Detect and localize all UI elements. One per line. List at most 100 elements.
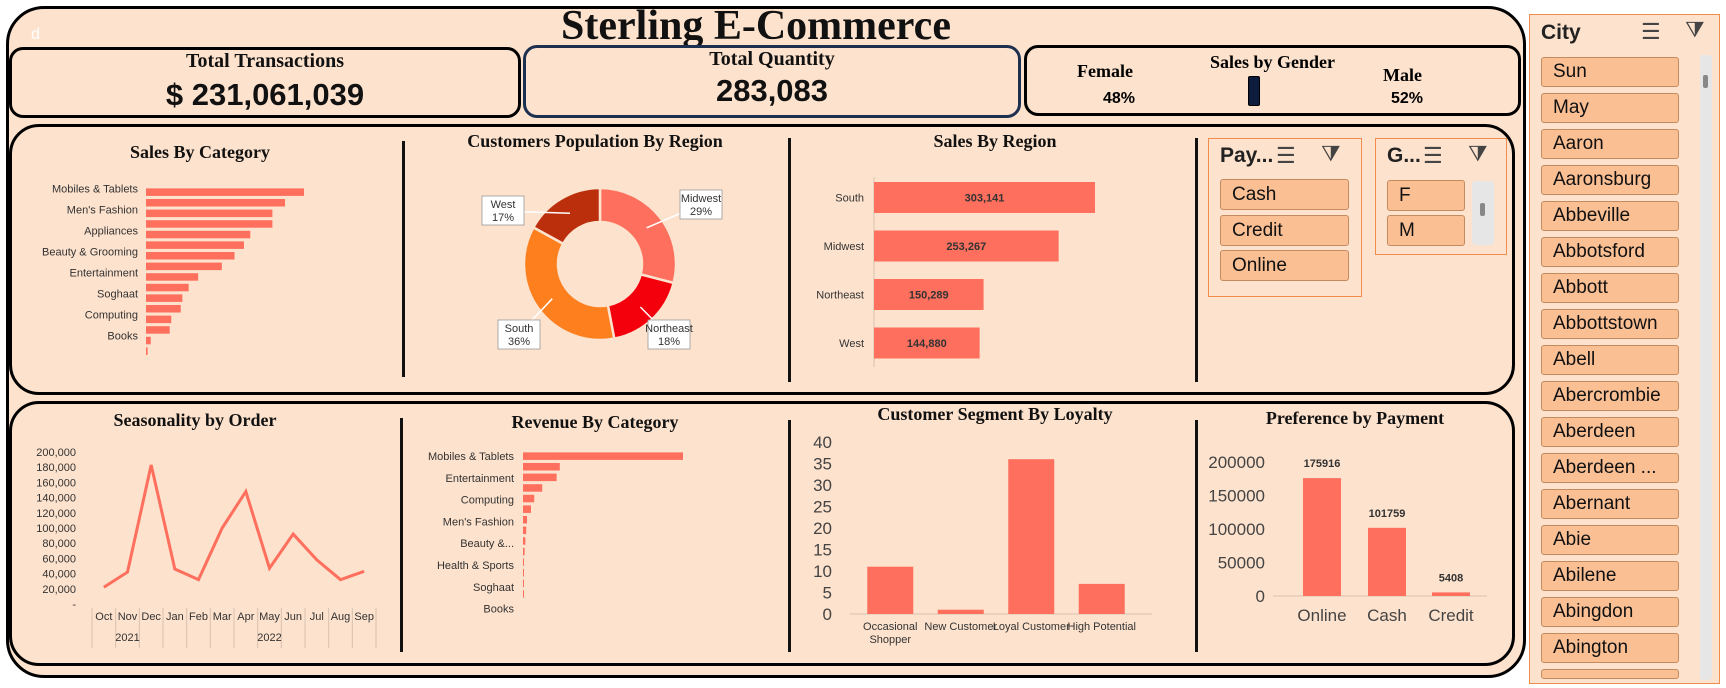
category-label: Health & Sports <box>437 560 515 572</box>
male-value: 52% <box>1391 90 1424 107</box>
donut-slice <box>598 186 678 285</box>
segment-bar <box>1008 459 1055 614</box>
city-item[interactable]: May <box>1541 93 1679 123</box>
slicer-item-m[interactable]: M <box>1387 215 1465 246</box>
x-tick-label: Oct <box>95 611 112 623</box>
region-label: Midwest <box>824 241 864 253</box>
category-bar <box>146 199 286 207</box>
category-bar <box>146 294 183 302</box>
city-scrollbar[interactable] <box>1700 55 1712 680</box>
city-item[interactable]: Abilene <box>1541 561 1679 591</box>
bar-value-label: 144,880 <box>907 338 947 350</box>
slicer-item-cash[interactable]: Cash <box>1220 179 1349 210</box>
city-item-partial[interactable] <box>1541 669 1679 679</box>
chart-title: Sales By Category <box>130 142 270 162</box>
city-item[interactable]: Abercrombie <box>1541 381 1679 411</box>
y-tick-label: 200000 <box>1208 453 1265 472</box>
y-tick-label: 120,000 <box>36 508 76 520</box>
payment-preference-chart: 200000 150000 100000 50000 0 175916 Online 1017… <box>1208 453 1487 625</box>
female-label: Female <box>1077 61 1133 81</box>
chart-title: Sales By Region <box>933 131 1057 151</box>
y-tick-label: 160,000 <box>36 477 76 489</box>
city-item[interactable]: Aaron <box>1541 129 1679 159</box>
category-label: Online <box>1297 606 1346 625</box>
y-tick-label: 25 <box>813 498 832 517</box>
divider <box>402 141 405 377</box>
segment-bar <box>1078 583 1125 614</box>
revenue-by-category-chart: Mobiles & Tablets Entertainment Computing M… <box>428 451 683 616</box>
y-tick-label: 40,000 <box>42 569 76 581</box>
category-label: Soghaat <box>473 582 514 594</box>
category-label: Beauty &... <box>460 538 514 550</box>
bar-value-label: 253,267 <box>946 241 986 253</box>
category-label: Cash <box>1367 606 1407 625</box>
gender-bar <box>1248 76 1260 106</box>
city-item[interactable]: Abington <box>1541 633 1679 663</box>
slicer-item-online[interactable]: Online <box>1220 250 1349 281</box>
city-item[interactable]: Aberdeen <box>1541 417 1679 447</box>
donut-slice <box>522 225 616 342</box>
kpi-label: Sales by Gender <box>1209 52 1335 72</box>
city-item[interactable]: Abernant <box>1541 489 1679 519</box>
region-label: South <box>835 193 864 205</box>
slicer-item-f[interactable]: F <box>1387 180 1465 211</box>
city-item[interactable]: Aberdeen ... <box>1541 453 1679 483</box>
y-tick-label: 30 <box>813 476 832 495</box>
category-bar <box>146 273 199 281</box>
multiselect-icon[interactable]: ☰ <box>1641 19 1661 44</box>
slice-label: Northeast <box>645 323 693 335</box>
clear-filter-icon[interactable]: ⧩ <box>1685 17 1705 42</box>
category-bar <box>146 241 244 249</box>
category-label: Credit <box>1428 606 1474 625</box>
category-label: Entertainment <box>70 268 138 280</box>
divider <box>1195 138 1198 382</box>
bar-value-label: 150,289 <box>909 290 949 302</box>
category-label: Mobiles & Tablets <box>428 451 515 463</box>
y-tick-label: 20 <box>813 519 832 538</box>
city-item[interactable]: Abbeville <box>1541 201 1679 231</box>
city-item[interactable]: Abbottstown <box>1541 309 1679 339</box>
x-tick-label: Sep <box>354 611 374 623</box>
city-item[interactable]: Aaronsburg <box>1541 165 1679 195</box>
city-slicer: City ☰ ⧩ Sun May Aaron Aaronsburg Abbeville A… <box>1529 14 1720 684</box>
callout-box <box>497 319 541 350</box>
scroll-thumb[interactable] <box>1703 75 1708 88</box>
multiselect-icon[interactable]: ☰ <box>1423 143 1443 168</box>
y-tick-label: 50000 <box>1218 554 1265 573</box>
bar-value-label: 303,141 <box>965 193 1005 205</box>
clear-filter-icon[interactable]: ⧩ <box>1468 141 1488 166</box>
y-tick-label: 5 <box>823 584 832 603</box>
divider <box>788 138 791 382</box>
city-item[interactable]: Sun <box>1541 57 1679 87</box>
revenue-bar <box>523 590 524 598</box>
y-tick-label: 100,000 <box>36 523 76 535</box>
city-item[interactable]: Abell <box>1541 345 1679 375</box>
y-tick-label: 10 <box>813 562 832 581</box>
year-label: 2021 <box>115 632 139 644</box>
sales-by-region-chart: 303,141 South 253,267 Midwest 150,289 Northea… <box>816 177 1095 367</box>
category-bar <box>146 252 235 260</box>
slicer-title: G... <box>1387 144 1421 167</box>
divider <box>1195 420 1198 652</box>
x-tick-label: Dec <box>141 611 161 623</box>
slice-value: 29% <box>690 206 712 218</box>
scroll-thumb[interactable] <box>1480 203 1485 216</box>
kpi-sales-by-gender: Sales by Gender Female 48% Male 52% <box>1024 45 1521 116</box>
city-item[interactable]: Abbotsford <box>1541 237 1679 267</box>
y-tick-label: 0 <box>1256 587 1265 606</box>
chart-title: Seasonality by Order <box>113 410 277 430</box>
kpi-value: 283,083 <box>715 73 829 108</box>
clear-filter-icon[interactable]: ⧩ <box>1321 141 1341 166</box>
category-bar <box>146 283 189 292</box>
multiselect-icon[interactable]: ☰ <box>1276 143 1296 168</box>
bar-value-label: 5408 <box>1439 572 1463 584</box>
female-value: 48% <box>1103 90 1136 107</box>
category-label: Mobiles & Tablets <box>52 184 139 196</box>
city-item[interactable]: Abingdon <box>1541 597 1679 627</box>
city-item[interactable]: Abie <box>1541 525 1679 555</box>
slicer-item-credit[interactable]: Credit <box>1220 215 1349 246</box>
city-item[interactable]: Abbott <box>1541 273 1679 303</box>
slicer-scrollbar[interactable] <box>1472 181 1494 245</box>
revenue-bar <box>523 537 526 545</box>
